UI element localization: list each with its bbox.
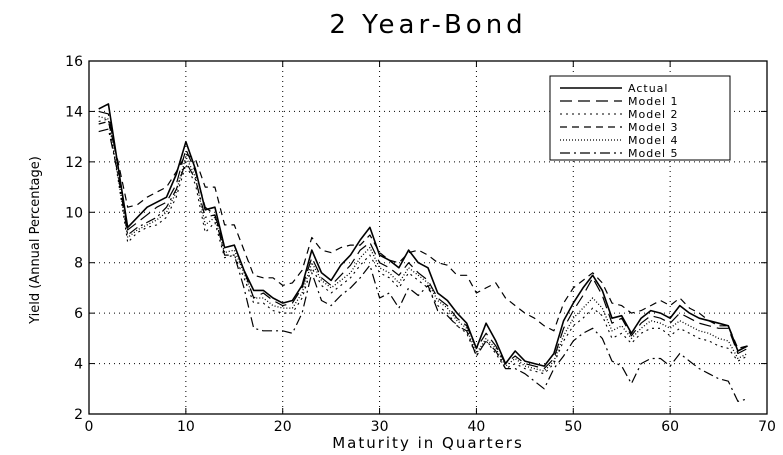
x-tick-label: 0 [85, 419, 94, 435]
x-tick-label: 50 [564, 419, 582, 435]
legend-label: Model 4 [628, 134, 679, 147]
legend-label: Model 2 [628, 108, 679, 121]
series-line-model-5 [98, 128, 748, 402]
plot-frame [88, 60, 768, 415]
series-line-model-4 [98, 115, 748, 372]
x-tick-label: 30 [371, 419, 389, 435]
tick-labels: 0 10 20 30 40 50 60 70 2 4 6 8 10 12 14 16 [65, 54, 776, 435]
y-tick-label: 4 [74, 357, 83, 373]
x-axis-label: Maturity in Quarters [332, 434, 524, 452]
y-axis-label: Yield (Annual Percentage) [28, 156, 43, 325]
x-tick-label: 20 [274, 419, 292, 435]
series-layer [98, 103, 748, 402]
series-line-model-3 [98, 120, 748, 349]
y-tick-label: 12 [65, 155, 83, 171]
x-tick-label: 10 [177, 419, 195, 435]
legend-label: Model 5 [628, 147, 679, 160]
series-line-actual [98, 103, 748, 367]
y-tick-label: 10 [65, 205, 83, 221]
y-tick-label: 14 [65, 104, 83, 120]
legend-label: Model 3 [628, 121, 679, 134]
y-tick-label: 6 [74, 306, 83, 322]
chart-title: 2 Year-Bond [329, 10, 526, 40]
series-line-model-2 [98, 118, 748, 375]
series-line-model-1 [98, 110, 748, 370]
x-tick-label: 40 [468, 419, 486, 435]
legend-label: Actual [628, 82, 668, 95]
legend-label: Model 1 [628, 95, 679, 108]
y-tick-label: 2 [74, 407, 83, 423]
y-tick-label: 8 [74, 256, 83, 272]
x-tick-label: 60 [661, 419, 679, 435]
y-tick-label: 16 [65, 54, 83, 70]
x-tick-label: 70 [758, 419, 776, 435]
legend-box [549, 75, 731, 161]
